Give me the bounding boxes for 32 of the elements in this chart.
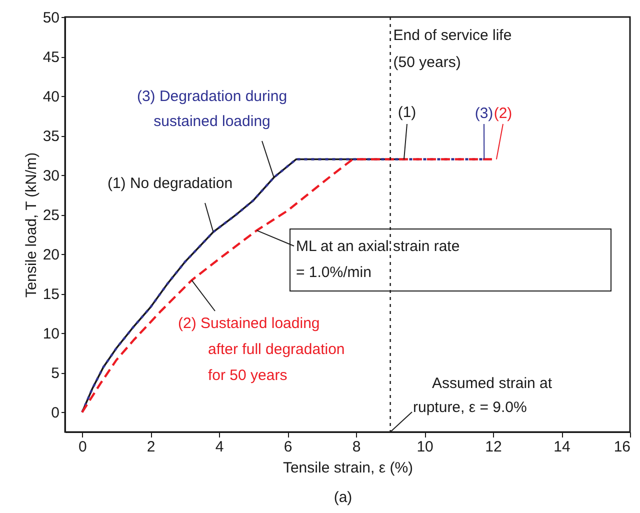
annotation: (2)	[494, 105, 512, 122]
annotation: (1)	[398, 104, 416, 121]
x-tick-label: 12	[485, 438, 502, 456]
annotation: (1) No degradation	[107, 175, 233, 192]
annotation: (3) Degradation during sustained loading	[136, 88, 288, 130]
y-axis-title: Tensile load, T (kN/m)	[22, 152, 40, 298]
y-tick-label: 40	[42, 88, 60, 106]
annotation: ML at an axial strain rate = 1.0%/min	[296, 238, 460, 281]
y-tick-label: 15	[42, 286, 60, 304]
x-tick-label: 0	[78, 438, 87, 456]
x-tick-label: 8	[352, 438, 361, 456]
y-tick-label: 35	[42, 128, 60, 146]
y-tick-label: 30	[42, 168, 60, 185]
x-tick-label: 14	[554, 438, 570, 456]
ref-line-label: End of service life (50 years)	[393, 27, 512, 71]
text: (a)	[334, 489, 352, 506]
y-tick-label: 50	[42, 10, 60, 26]
y-tick-label: 25	[42, 207, 60, 224]
x-tick-label: 16	[614, 438, 630, 456]
y-tick-label: 45	[42, 49, 60, 66]
annotation: (3)	[474, 105, 494, 122]
annotation: (2) Sustained loading after full degradation for 50 years	[178, 315, 345, 384]
x-tick-label: 2	[146, 438, 156, 456]
x-tick-label: 4	[215, 438, 224, 456]
annotation: Assumed strain at rupture, ε = 9.0%	[413, 375, 553, 416]
y-tick-label: 0	[51, 404, 60, 422]
x-axis-title: Tensile strain, ε (%)	[282, 460, 414, 476]
y-tick-label: 10	[42, 326, 60, 343]
y-tick-label: 20	[42, 246, 60, 264]
x-tick-label: 10	[416, 438, 434, 456]
x-tick-label: 6	[284, 438, 292, 456]
y-tick-label: 5	[51, 365, 60, 382]
